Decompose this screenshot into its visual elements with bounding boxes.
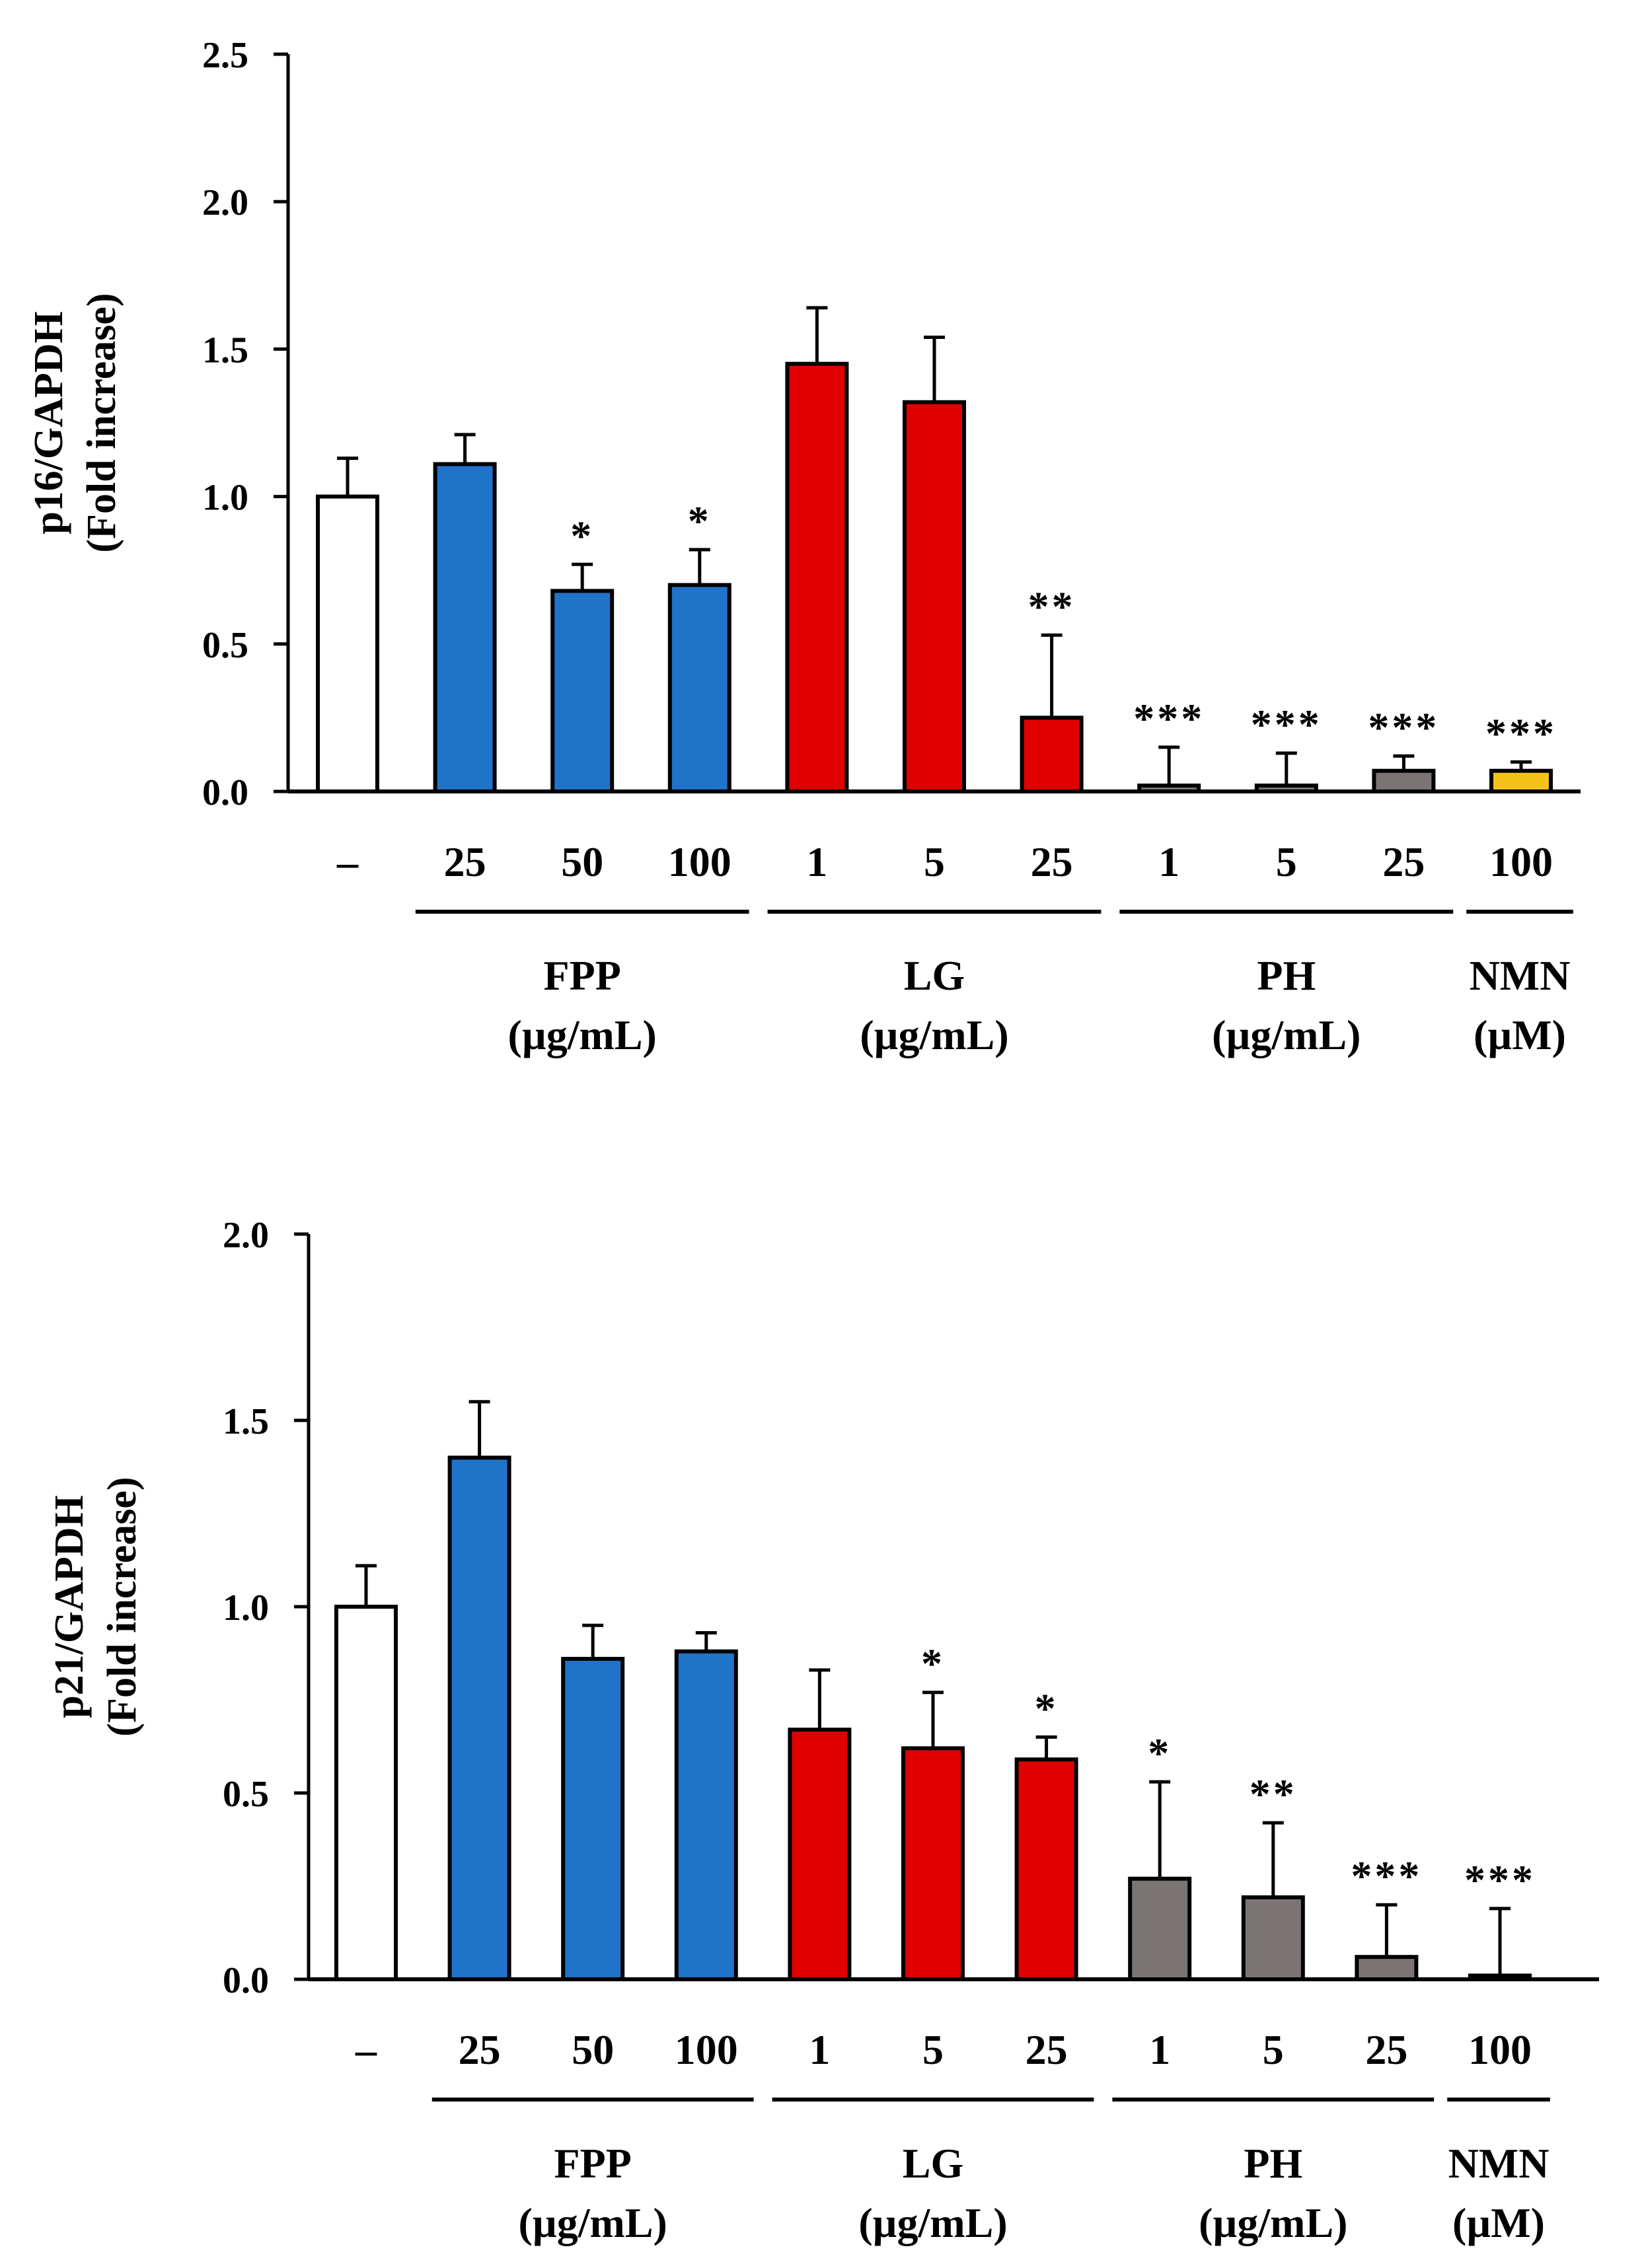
y-axis-label-line2: (Fold increase) — [79, 293, 124, 552]
group-name-label: PH — [1257, 952, 1316, 999]
significance-mark: ** — [1250, 1771, 1297, 1817]
bar — [550, 589, 615, 793]
group-unit-label: (µg/mL) — [508, 1011, 657, 1058]
y-tick-label: 2.0 — [223, 1215, 269, 1256]
x-tick-label: 5 — [924, 838, 945, 885]
y-tick-label: 1.5 — [202, 330, 248, 371]
group-unit-label: (µg/mL) — [519, 2199, 667, 2246]
x-tick-label: 25 — [459, 2026, 501, 2073]
x-tick-label: – — [355, 2026, 377, 2073]
x-tick-label: 50 — [572, 2026, 614, 2073]
x-tick-label: 25 — [1031, 838, 1073, 885]
y-tick-label: 1.5 — [223, 1401, 269, 1442]
y-tick-label: 0.5 — [202, 625, 248, 666]
significance-mark: *** — [1251, 701, 1322, 748]
significance-mark: *** — [1368, 704, 1439, 750]
y-tick-label: 1.0 — [202, 478, 248, 519]
y-axis-label-line2: (Fold increase) — [100, 1477, 145, 1736]
group-name-label: LG — [904, 952, 965, 999]
bar — [316, 494, 379, 793]
group-name-label: NMN — [1448, 2140, 1550, 2187]
x-tick-label: 100 — [1468, 2026, 1532, 2073]
x-tick-label: 1 — [806, 838, 827, 885]
significance-mark: * — [921, 1640, 945, 1687]
group-unit-label: (µM) — [1452, 2199, 1545, 2246]
significance-mark: *** — [1133, 695, 1205, 742]
bar — [561, 1656, 625, 1981]
x-tick-label: 25 — [1365, 2026, 1407, 2073]
x-tick-label: 100 — [668, 838, 731, 885]
x-tick-label: 1 — [1158, 838, 1179, 885]
y-tick-label: 2.5 — [202, 35, 248, 76]
bar — [1020, 715, 1084, 794]
x-tick-label: 5 — [1263, 2026, 1284, 2073]
group-name-label: FPP — [544, 952, 621, 999]
significance-mark: * — [570, 512, 594, 559]
bar — [674, 1649, 738, 1981]
x-tick-label: 1 — [1149, 2026, 1170, 2073]
group-name-label: LG — [903, 2140, 963, 2187]
y-tick-label: 2.0 — [202, 182, 248, 223]
x-tick-label: 25 — [444, 838, 486, 885]
p16-chart: 0.0 0.5 1.0 1.5 2.0 2.5 p16/GAPDH (Fold increas… — [26, 35, 1581, 1058]
bar — [667, 583, 731, 794]
group-unit-label: (µg/mL) — [858, 2199, 1007, 2246]
y-tick-label: 0.0 — [223, 1960, 269, 2001]
bar — [901, 1746, 965, 1982]
bar — [1355, 1955, 1419, 1981]
x-tick-label: 1 — [809, 2026, 830, 2073]
x-tick-label: 25 — [1026, 2026, 1068, 2073]
y-tick-label: 0.5 — [223, 1774, 269, 1815]
bar — [1014, 1757, 1078, 1981]
group-unit-label: (µg/mL) — [860, 1011, 1008, 1058]
x-tick-label: 5 — [1276, 838, 1297, 885]
x-tick-label: 25 — [1382, 838, 1425, 885]
significance-mark: * — [1148, 1730, 1172, 1776]
significance-mark: *** — [1464, 1856, 1536, 1903]
x-tick-label: 5 — [922, 2026, 944, 2073]
x-tick-label: 100 — [1489, 838, 1553, 885]
y-axis-label-line1: p21/GAPDH — [47, 1495, 92, 1718]
significance-mark: *** — [1485, 710, 1557, 756]
y-tick-label: 0.0 — [202, 772, 248, 813]
bar — [1241, 1895, 1305, 1981]
x-tick-label: 100 — [675, 2026, 738, 2073]
group-unit-label: (µM) — [1474, 1011, 1566, 1058]
y-axis-label-line1: p16/GAPDH — [26, 311, 71, 534]
group-name-label: PH — [1244, 2140, 1302, 2187]
bar — [433, 462, 497, 793]
bar — [334, 1605, 398, 1981]
group-unit-label: (µg/mL) — [1199, 2199, 1347, 2246]
y-tick-label: 1.0 — [223, 1588, 269, 1628]
bar — [785, 361, 849, 793]
significance-mark: * — [1035, 1685, 1059, 1732]
group-name-label: NMN — [1470, 952, 1571, 999]
bar — [1489, 768, 1553, 793]
group-unit-label: (µg/mL) — [1212, 1011, 1361, 1058]
x-tick-label: 50 — [561, 838, 603, 885]
bar — [1372, 768, 1436, 793]
significance-mark: * — [688, 497, 712, 544]
bar — [447, 1455, 511, 1981]
group-name-label: FPP — [554, 2140, 632, 2187]
p21-chart: 0.0 0.5 1.0 1.5 2.0 p21/GAPDH (Fold increase) –… — [47, 1215, 1599, 2246]
significance-mark: *** — [1351, 1852, 1422, 1899]
x-tick-label: – — [336, 838, 359, 885]
bar — [788, 1728, 852, 1982]
bar — [903, 400, 966, 793]
significance-mark: ** — [1028, 583, 1076, 630]
bar — [1128, 1876, 1192, 1981]
